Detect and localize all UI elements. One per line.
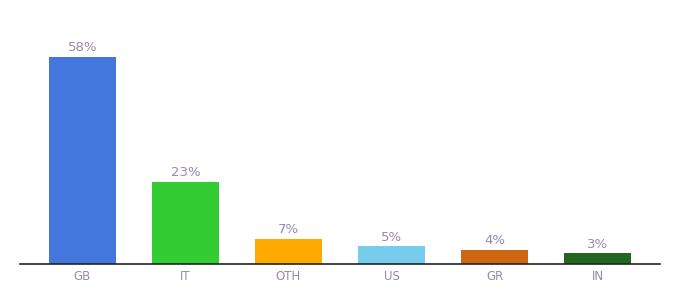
Bar [255, 239, 322, 264]
Text: 3%: 3% [587, 238, 609, 251]
Bar [358, 246, 425, 264]
Text: 58%: 58% [67, 41, 97, 54]
Text: 7%: 7% [278, 224, 299, 236]
Text: 5%: 5% [381, 231, 402, 244]
Bar [564, 253, 631, 264]
Bar [461, 250, 528, 264]
Text: 23%: 23% [171, 166, 200, 179]
Text: 4%: 4% [484, 234, 505, 247]
Bar [49, 57, 116, 264]
Bar [152, 182, 219, 264]
